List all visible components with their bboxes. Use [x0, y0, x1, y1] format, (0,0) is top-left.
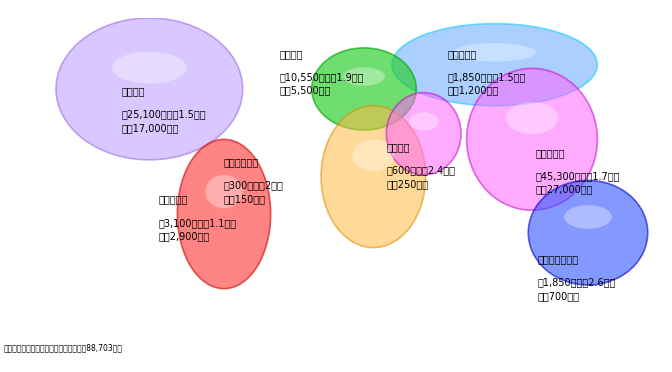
Ellipse shape — [177, 140, 271, 289]
Text: 【中南米】: 【中南米】 — [159, 195, 188, 205]
Ellipse shape — [386, 93, 461, 175]
Ellipse shape — [312, 48, 416, 130]
Text: 約1,850店（約2.6倍）
（約700店）: 約1,850店（約2.6倍） （約700店） — [538, 264, 616, 301]
Ellipse shape — [392, 23, 597, 106]
Ellipse shape — [409, 112, 439, 131]
Text: 約45,300店（約1.7倍）
（約27,000店）: 約45,300店（約1.7倍） （約27,000店） — [536, 158, 620, 195]
Ellipse shape — [506, 102, 558, 134]
Text: 約300店（約2倍）
（約150店）: 約300店（約2倍） （約150店） — [224, 167, 284, 204]
Ellipse shape — [206, 175, 243, 208]
Text: 【ロシア】: 【ロシア】 — [448, 49, 477, 59]
Text: 【アジア】: 【アジア】 — [536, 148, 565, 158]
Ellipse shape — [352, 140, 394, 171]
Ellipse shape — [564, 205, 612, 229]
Ellipse shape — [454, 43, 536, 62]
Text: 約600店（約2.4倍）
（約250店）: 約600店（約2.4倍） （約250店） — [386, 153, 456, 189]
Text: 約10,550店（約1.9倍）
（約5,500店）: 約10,550店（約1.9倍） （約5,500店） — [280, 59, 364, 96]
Text: 【欧州】: 【欧州】 — [280, 49, 304, 59]
Text: 【アフリカ】: 【アフリカ】 — [224, 157, 259, 167]
Ellipse shape — [112, 52, 187, 84]
Text: 約3,100店（約1.1倍）
（約2,900店）: 約3,100店（約1.1倍） （約2,900店） — [159, 205, 237, 241]
Text: 約1,850店（約1.5倍）
（約1,200店）: 約1,850店（約1.5倍） （約1,200店） — [448, 59, 526, 96]
Ellipse shape — [466, 68, 597, 210]
Ellipse shape — [528, 180, 648, 285]
Text: 約25,100店（約1.5倍）
（約17,000店）: 約25,100店（約1.5倍） （約17,000店） — [122, 96, 206, 133]
Text: 【中東】: 【中東】 — [386, 142, 410, 153]
Text: （出所）外務省調べ、農林水産省推計（88,703店）: （出所）外務省調べ、農林水産省推計（88,703店） — [4, 343, 123, 352]
Ellipse shape — [343, 67, 385, 86]
Text: 【北米】: 【北米】 — [122, 86, 145, 96]
Ellipse shape — [321, 106, 425, 248]
Ellipse shape — [56, 18, 243, 160]
Text: 【オセアニア】: 【オセアニア】 — [538, 254, 579, 264]
